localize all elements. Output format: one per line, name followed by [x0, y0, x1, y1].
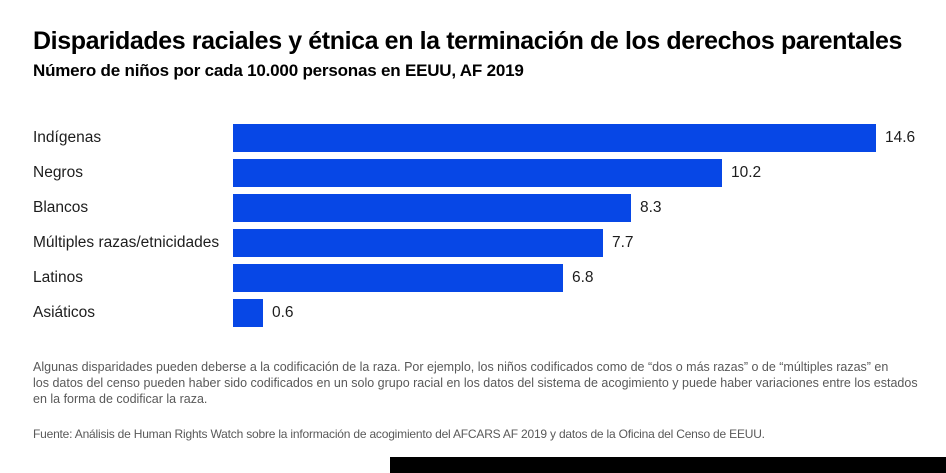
bar-area: 7.7 — [233, 229, 634, 257]
bar-area: 0.6 — [233, 299, 294, 327]
bar-row: Blancos 8.3 — [33, 194, 933, 222]
category-label: Indígenas — [33, 129, 102, 146]
source-credit: Fuente: Análisis de Human Rights Watch s… — [33, 427, 765, 441]
bar — [233, 299, 263, 327]
bar — [233, 194, 631, 222]
value-label: 10.2 — [731, 164, 762, 181]
bar — [233, 229, 603, 257]
bar-area: 8.3 — [233, 194, 662, 222]
bar-row: Negros 10.2 — [33, 159, 933, 187]
category-label: Negros — [33, 164, 83, 181]
bar-area: 10.2 — [233, 159, 761, 187]
bar — [233, 159, 722, 187]
category-label: Múltiples razas/etnicidades — [33, 234, 220, 251]
category-label: Blancos — [33, 199, 89, 216]
bar-row: Asiáticos 0.6 — [33, 299, 933, 327]
value-label: 6.8 — [572, 269, 594, 286]
value-label: 14.6 — [885, 129, 916, 146]
value-label: 0.6 — [272, 304, 294, 321]
chart-subtitle: Número de niños por cada 10.000 personas… — [33, 61, 524, 80]
category-label: Latinos — [33, 269, 83, 286]
bar — [233, 124, 876, 152]
bar — [233, 264, 563, 292]
value-label: 7.7 — [612, 234, 634, 251]
bar-row: Indígenas 14.6 — [33, 124, 933, 152]
footnote-line: los datos del censo pueden haber sido co… — [33, 376, 918, 390]
footnote-line: en la forma de codificar la raza. — [33, 392, 208, 406]
chart-footnote: Algunas disparidades pueden deberse a la… — [33, 359, 933, 407]
footer-black-bar — [390, 457, 946, 473]
bar-row: Latinos 6.8 — [33, 264, 933, 292]
value-label: 8.3 — [640, 199, 662, 216]
chart-title: Disparidades raciales y étnica en la ter… — [33, 27, 902, 55]
bar-area: 6.8 — [233, 264, 594, 292]
category-label: Asiáticos — [33, 304, 96, 321]
bar-row: Múltiples razas/etnicidades 7.7 — [33, 229, 933, 257]
footnote-line: Algunas disparidades pueden deberse a la… — [33, 360, 889, 374]
bar-chart: Indígenas 14.6 Negros 10.2 Blancos 8.3 M… — [33, 124, 933, 334]
bar-area: 14.6 — [233, 124, 915, 152]
